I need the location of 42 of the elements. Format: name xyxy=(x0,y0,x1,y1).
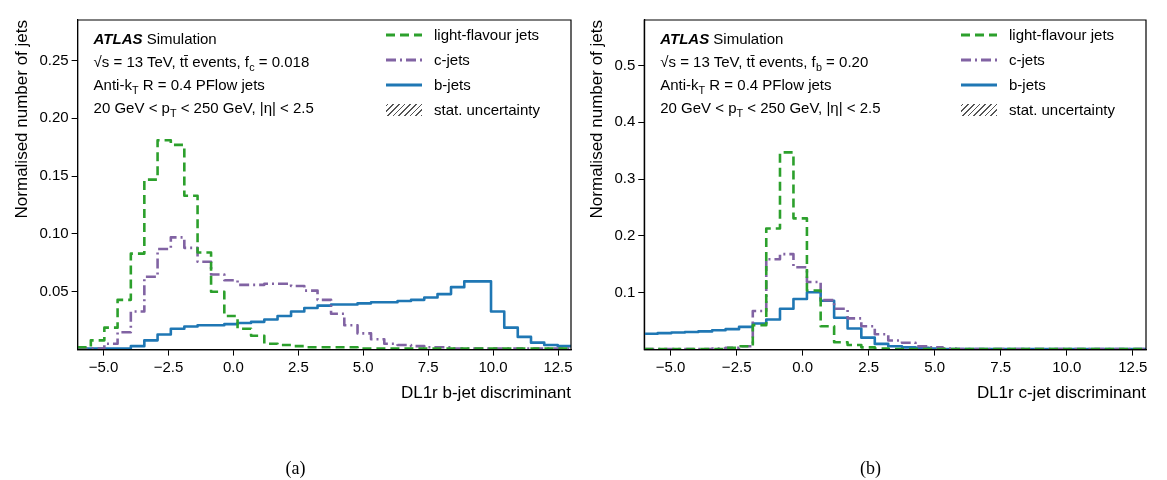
y-tick-label: 0.25 xyxy=(39,50,69,68)
y-tick-label: 0.05 xyxy=(39,281,69,299)
x-tick-label: −2.5 xyxy=(153,357,184,375)
legend-label: light-flavour jets xyxy=(1009,26,1115,43)
x-tick-label: 7.5 xyxy=(417,357,439,375)
x-tick-label: 10.0 xyxy=(1052,357,1082,375)
x-tick-label: 10.0 xyxy=(478,357,508,375)
y-tick-label: 0.3 xyxy=(614,169,636,187)
legend-label: light-flavour jets xyxy=(434,26,540,43)
annotation: stat. uncertainty xyxy=(434,101,541,118)
legend-label: c-jets xyxy=(1009,51,1045,68)
x-tick-label: −5.0 xyxy=(655,357,686,375)
text: (b) xyxy=(859,458,882,479)
legend-label: c-jets xyxy=(434,51,470,68)
x-tick-label: 0.0 xyxy=(792,357,814,375)
annotation: ATLAS Simulation xyxy=(92,30,217,47)
annotation: ATLAS Simulation xyxy=(659,30,784,47)
legend-label: b-jets xyxy=(434,76,471,93)
y-axis-title: Normalised number of jets xyxy=(586,20,606,219)
x-tick-label: 2.5 xyxy=(287,357,309,375)
y-tick-label: 0.1 xyxy=(614,282,636,300)
x-axis-title: DL1r c-jet discriminant xyxy=(976,383,1147,403)
legend-label: b-jets xyxy=(1009,76,1046,93)
text: (a) xyxy=(284,458,307,479)
x-tick-label: 12.5 xyxy=(1118,357,1148,375)
x-tick-label: −2.5 xyxy=(721,357,752,375)
x-tick-label: 12.5 xyxy=(543,357,573,375)
y-tick-label: 0.5 xyxy=(614,55,636,73)
x-tick-label: 5.0 xyxy=(352,357,374,375)
x-tick-label: 0.0 xyxy=(222,357,244,375)
x-axis-title: DL1r b-jet discriminant xyxy=(400,383,572,403)
x-tick-label: 7.5 xyxy=(990,357,1012,375)
x-tick-label: 5.0 xyxy=(924,357,946,375)
y-tick-label: 0.15 xyxy=(39,166,69,184)
x-tick-label: 2.5 xyxy=(858,357,880,375)
y-axis-title: Normalised number of jets xyxy=(11,20,31,219)
y-tick-label: 0.20 xyxy=(39,108,69,126)
y-tick-label: 0.10 xyxy=(39,224,69,242)
y-tick-label: 0.4 xyxy=(614,112,636,130)
y-tick-label: 0.2 xyxy=(614,226,636,244)
annotation: stat. uncertainty xyxy=(1009,101,1116,118)
x-tick-label: −5.0 xyxy=(88,357,119,375)
